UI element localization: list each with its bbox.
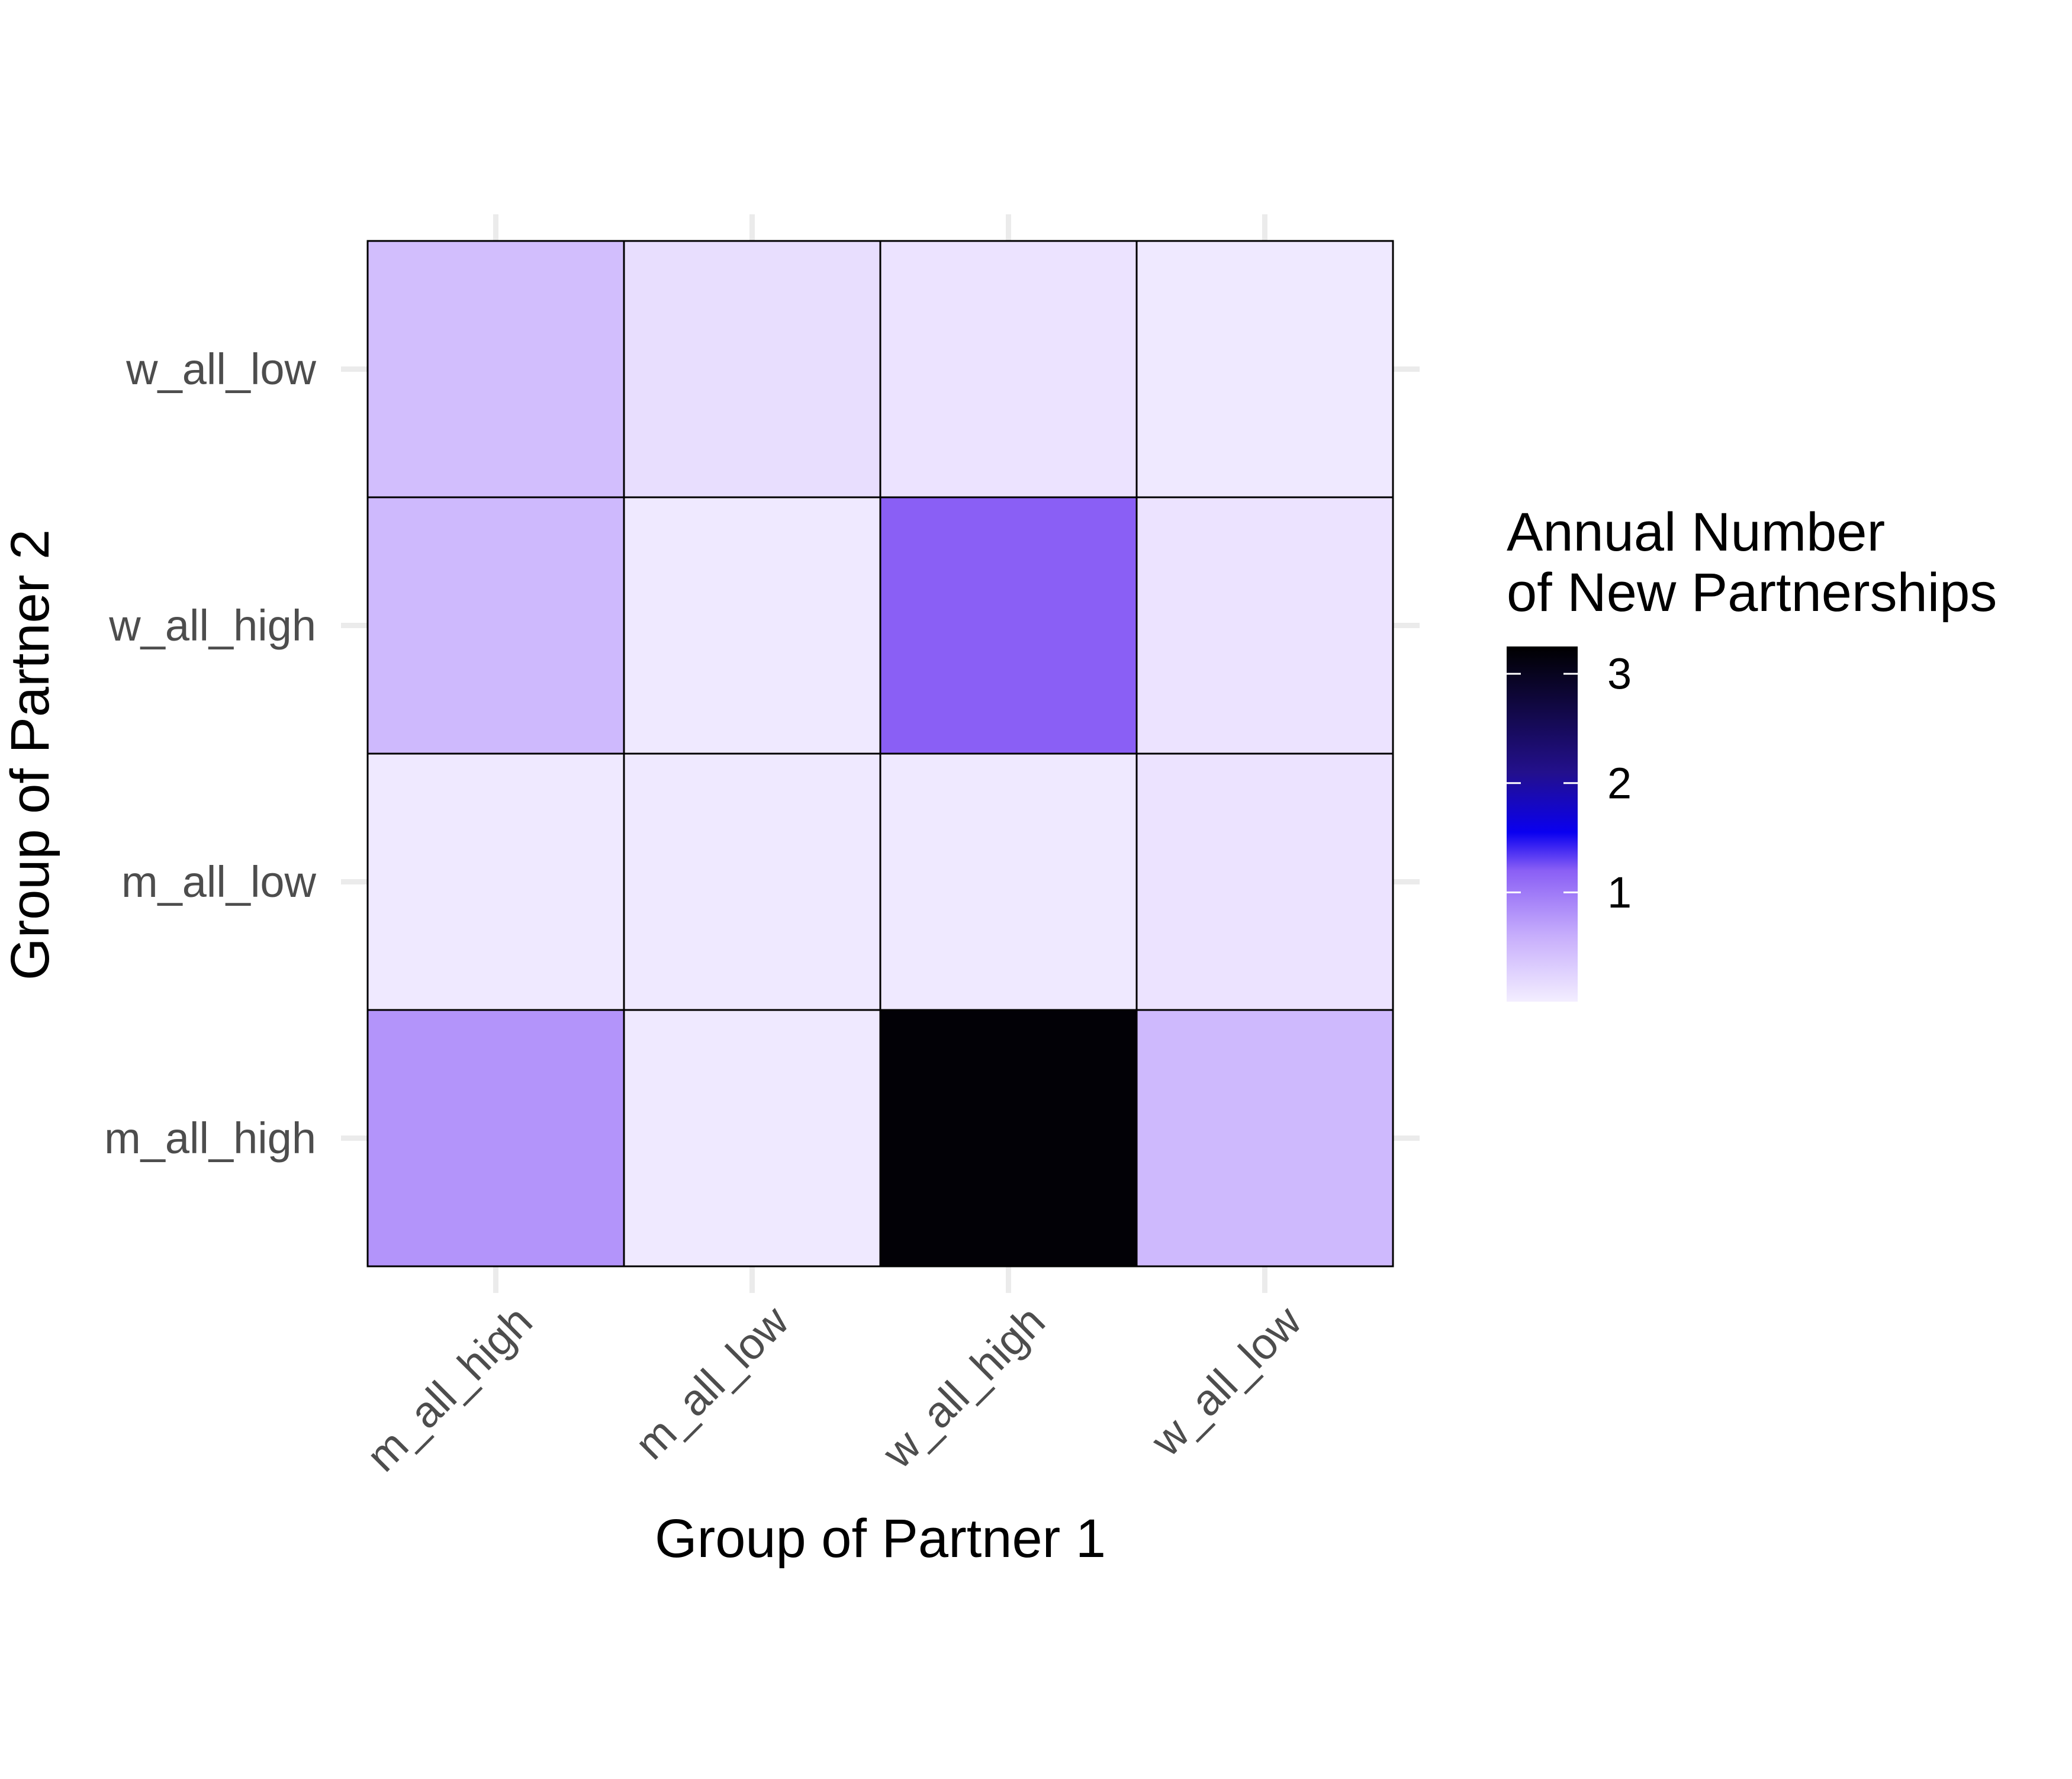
x-tick-label: m_all_high: [357, 1297, 542, 1481]
y-tick-label: m_all_high: [104, 1114, 316, 1163]
y-axis-title: Group of Partner 2: [0, 529, 60, 980]
legend-title-line1: Annual Number: [1507, 502, 1885, 562]
x-tick-label: w_all_high: [873, 1297, 1054, 1478]
heatmap-cell: [879, 240, 1138, 498]
heatmap-cell: [879, 496, 1138, 755]
heatmap-cell: [1135, 1009, 1394, 1268]
heatmap-cell: [366, 240, 625, 498]
heatmap-cell: [1135, 496, 1394, 755]
heatmap-cell: [623, 240, 881, 498]
heatmap-tiles: [366, 240, 1394, 1268]
x-tick-label: m_all_low: [625, 1296, 798, 1469]
color-legend: Annual Number of New Partnerships 1 2 3: [1507, 502, 1997, 1002]
heatmap-cell: [879, 1009, 1138, 1268]
legend-tick-label: 3: [1607, 649, 1632, 699]
heatmap-cell: [1135, 240, 1394, 498]
y-tick-label: m_all_low: [121, 857, 317, 906]
heatmap-cell: [1135, 752, 1394, 1011]
x-axis-ticks: m_all_high m_all_low w_all_high w_all_low: [357, 1296, 1311, 1481]
y-tick-label: w_all_low: [126, 345, 316, 394]
heatmap-cell: [879, 752, 1138, 1011]
legend-title-line2: of New Partnerships: [1507, 562, 1997, 623]
heatmap-cell: [366, 1009, 625, 1268]
y-axis-ticks: m_all_high m_all_low w_all_high w_all_low: [104, 345, 316, 1163]
legend-tick-label: 1: [1607, 868, 1632, 917]
heatmap-cell: [623, 1009, 881, 1268]
y-tick-label: w_all_high: [108, 601, 316, 650]
legend-tick-label: 2: [1607, 758, 1632, 808]
heatmap-cell: [623, 496, 881, 755]
heatmap-cell: [623, 752, 881, 1011]
x-tick-label: w_all_low: [1141, 1296, 1311, 1466]
legend-colorbar: [1507, 646, 1578, 1002]
heatmap-cell: [366, 496, 625, 755]
heatmap-cell: [366, 752, 625, 1011]
x-axis-title: Group of Partner 1: [655, 1508, 1106, 1569]
